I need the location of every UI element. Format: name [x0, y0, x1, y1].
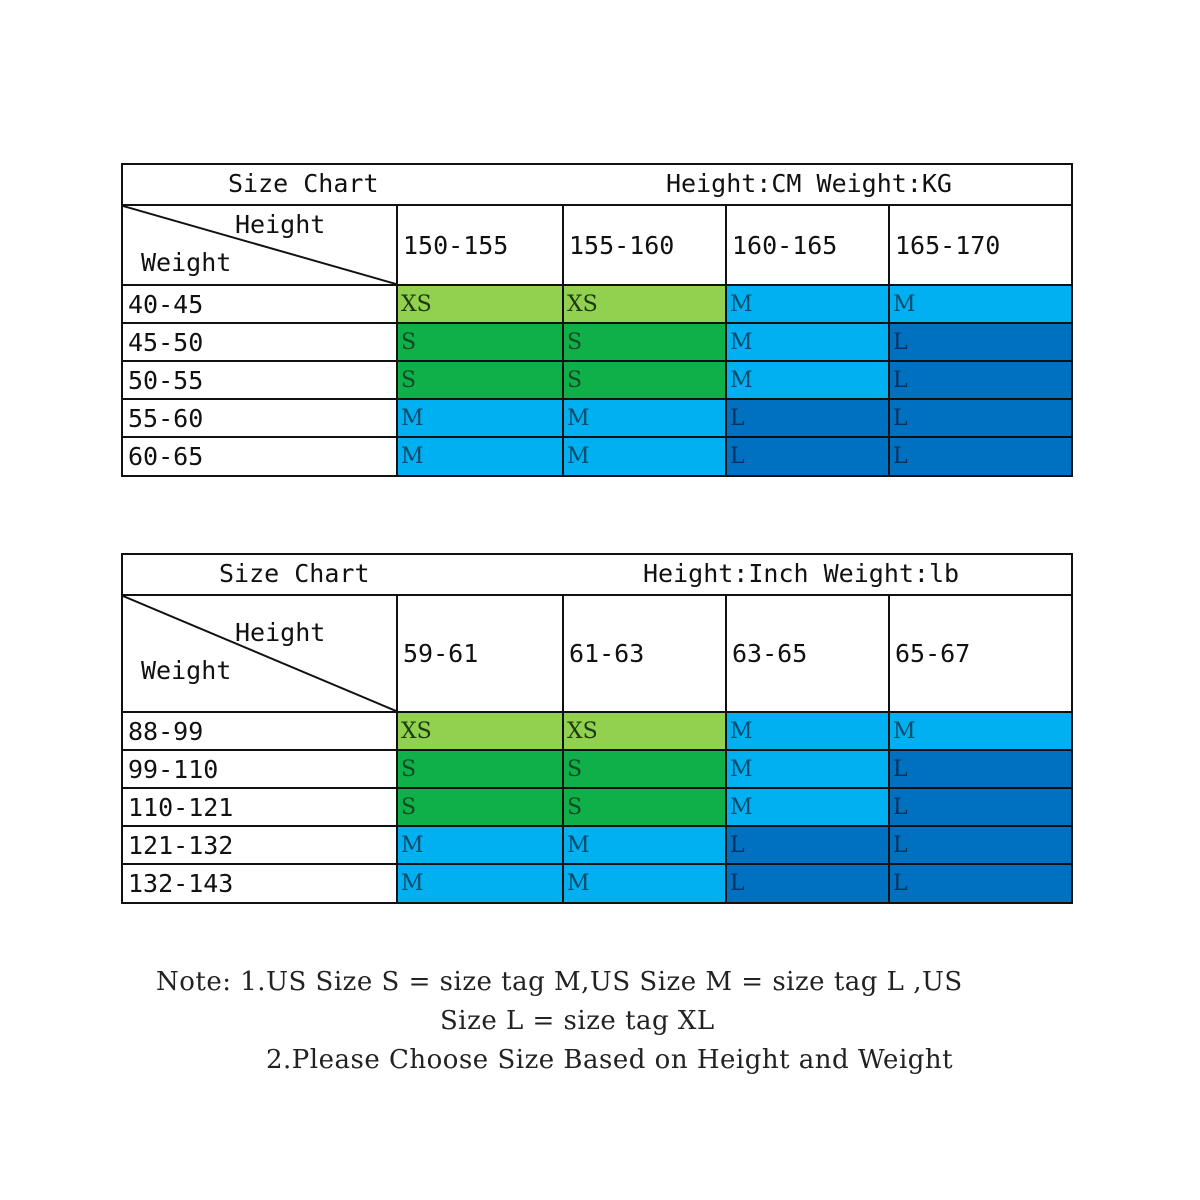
- weight-range: 110-121: [123, 787, 398, 827]
- size-chart-inch-lb: Size Chart Height:Inch Weight:lb Height …: [121, 553, 1073, 904]
- table-row: 88-99 XS XS M M: [123, 711, 1071, 751]
- table-row: 132-143 M M L L: [123, 863, 1071, 902]
- weight-range: 50-55: [123, 360, 398, 400]
- chart-title: Size Chart: [228, 169, 379, 198]
- weight-range: 60-65: [123, 436, 398, 475]
- size-cell: S: [562, 360, 727, 400]
- size-cell: XS: [562, 711, 727, 751]
- size-cell: M: [396, 825, 564, 865]
- table-row: 99-110 S S M L: [123, 749, 1071, 789]
- corner-header: Height Weight: [123, 204, 398, 286]
- note-line-1: Note: 1.US Size S = size tag M,US Size M…: [156, 967, 963, 997]
- size-cell: L: [888, 360, 1071, 400]
- column-header: 65-67: [888, 594, 1071, 713]
- column-header: 160-165: [725, 204, 890, 286]
- table-row: 50-55 S S M L: [123, 360, 1071, 400]
- size-cell: L: [725, 825, 890, 865]
- weight-range: 55-60: [123, 398, 398, 438]
- size-cell: S: [562, 322, 727, 362]
- corner-weight-label: Weight: [141, 656, 232, 685]
- size-cell: L: [725, 398, 890, 438]
- size-cell: M: [562, 825, 727, 865]
- table-row: 40-45 XS XS M M: [123, 284, 1071, 324]
- size-cell: M: [562, 398, 727, 438]
- weight-range: 132-143: [123, 863, 398, 902]
- table-row: 45-50 S S M L: [123, 322, 1071, 362]
- weight-range: 121-132: [123, 825, 398, 865]
- diagonal-divider-icon: [123, 597, 395, 710]
- weight-range: 40-45: [123, 284, 398, 324]
- size-cell: XS: [562, 284, 727, 324]
- corner-height-label: Height: [235, 618, 326, 647]
- size-cell: M: [396, 863, 564, 902]
- chart-units: Height:CM Weight:KG: [666, 169, 952, 198]
- size-cell: M: [562, 436, 727, 475]
- size-cell: L: [888, 749, 1071, 789]
- size-cell: L: [888, 787, 1071, 827]
- corner-weight-label: Weight: [141, 248, 232, 277]
- size-cell: S: [396, 360, 564, 400]
- header-row: Height Weight 59-61 61-63 63-65 65-67: [123, 594, 1071, 713]
- size-cell: XS: [396, 711, 564, 751]
- size-cell: M: [725, 284, 890, 324]
- size-cell: M: [725, 322, 890, 362]
- size-cell: S: [562, 787, 727, 827]
- size-cell: M: [888, 284, 1071, 324]
- size-cell: M: [725, 711, 890, 751]
- size-table-cm: Size Chart Height:CM Weight:KG Height We…: [123, 165, 1071, 475]
- diagonal-divider-icon: [123, 207, 395, 283]
- column-header: 61-63: [562, 594, 727, 713]
- size-cell: M: [725, 749, 890, 789]
- size-cell: L: [888, 863, 1071, 902]
- size-cell: M: [562, 863, 727, 902]
- size-cell: M: [888, 711, 1071, 751]
- column-header: 59-61: [396, 594, 564, 713]
- weight-range: 88-99: [123, 711, 398, 751]
- chart-title-row: Size Chart Height:Inch Weight:lb: [123, 555, 1071, 596]
- corner-header: Height Weight: [123, 594, 398, 713]
- size-cell: L: [888, 322, 1071, 362]
- column-header: 63-65: [725, 594, 890, 713]
- size-cell: S: [562, 749, 727, 789]
- weight-range: 99-110: [123, 749, 398, 789]
- column-header: 155-160: [562, 204, 727, 286]
- header-row: Height Weight 150-155 155-160 160-165 16…: [123, 204, 1071, 286]
- note-line-3: 2.Please Choose Size Based on Height and…: [266, 1045, 954, 1075]
- size-cell: L: [888, 825, 1071, 865]
- size-cell: M: [396, 436, 564, 475]
- column-header: 150-155: [396, 204, 564, 286]
- size-table-inch: Size Chart Height:Inch Weight:lb Height …: [123, 555, 1071, 902]
- size-cell: S: [396, 322, 564, 362]
- chart-title: Size Chart: [219, 559, 370, 588]
- size-cell: L: [725, 436, 890, 475]
- size-cell: L: [888, 398, 1071, 438]
- size-chart-cm-kg: Size Chart Height:CM Weight:KG Height We…: [121, 163, 1073, 477]
- table-row: 110-121 S S M L: [123, 787, 1071, 827]
- size-cell: L: [725, 863, 890, 902]
- table-row: 60-65 M M L L: [123, 436, 1071, 475]
- size-cell: S: [396, 787, 564, 827]
- chart-units: Height:Inch Weight:lb: [643, 559, 960, 588]
- size-cell: L: [888, 436, 1071, 475]
- weight-range: 45-50: [123, 322, 398, 362]
- size-cell: M: [396, 398, 564, 438]
- table-row: 121-132 M M L L: [123, 825, 1071, 865]
- corner-height-label: Height: [235, 210, 326, 239]
- size-cell: M: [725, 787, 890, 827]
- note-line-2: Size L = size tag XL: [440, 1006, 715, 1036]
- column-header: 165-170: [888, 204, 1071, 286]
- chart-title-row: Size Chart Height:CM Weight:KG: [123, 165, 1071, 206]
- size-cell: M: [725, 360, 890, 400]
- size-cell: S: [396, 749, 564, 789]
- size-cell: XS: [396, 284, 564, 324]
- table-row: 55-60 M M L L: [123, 398, 1071, 438]
